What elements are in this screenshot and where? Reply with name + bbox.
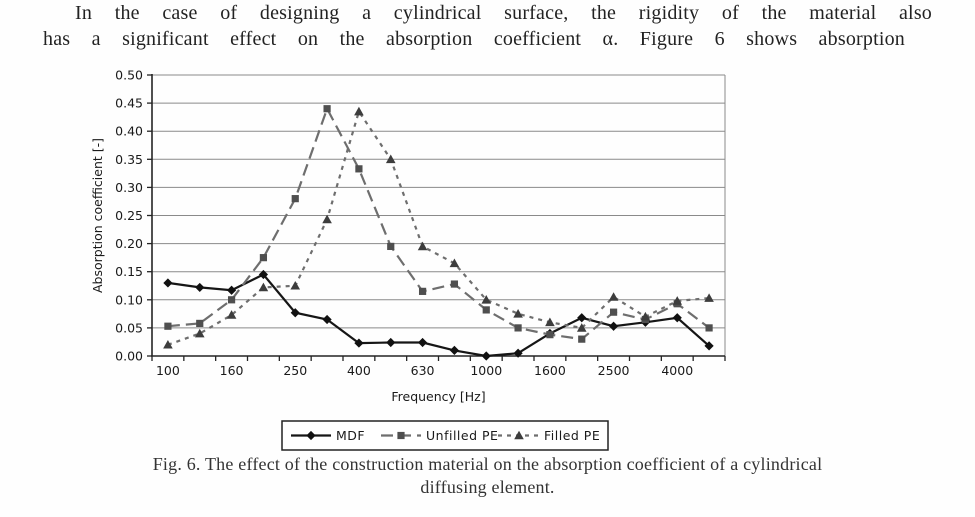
y-tick-label: 0.15: [115, 264, 143, 279]
triangle-marker: [481, 295, 492, 304]
triangle-marker: [514, 430, 524, 440]
diamond-marker: [672, 313, 682, 323]
triangle-marker: [322, 214, 332, 224]
diamond-marker: [417, 337, 428, 348]
triangle-marker: [163, 339, 173, 349]
legend: MDF Unfilled PE Filled PE: [281, 420, 609, 451]
square-marker: [355, 165, 363, 173]
triangle-marker: [385, 154, 396, 164]
square-marker: [609, 308, 618, 316]
square-marker: [514, 324, 522, 332]
diamond-marker: [322, 314, 332, 325]
x-tick-label: 1600: [534, 363, 566, 378]
legend-item-mdf: MDF: [291, 428, 365, 443]
paragraph-line-1: In the case of designing a cylindrical s…: [75, 2, 932, 24]
paragraph: In the case of designing a cylindrical s…: [43, 0, 932, 52]
triangle-marker: [417, 241, 428, 251]
diamond-marker: [449, 345, 460, 355]
series-line: [167, 108, 710, 346]
triangle-marker: [449, 258, 460, 268]
y-tick-label: 0.30: [115, 180, 143, 195]
y-tick-label: 0.45: [115, 96, 143, 111]
x-tick-label: 100: [156, 363, 180, 378]
legend-item-unfilled-pe: Unfilled PE: [381, 428, 498, 443]
paragraph-line-2: has a significant effect on the absorpti…: [43, 28, 905, 50]
square-marker: [196, 319, 204, 328]
square-marker: [387, 242, 395, 251]
x-tick-label: 160: [220, 363, 244, 378]
axis-ticks: [147, 74, 726, 361]
series-unfilled-pe: [164, 105, 713, 343]
absorption-line-chart: 0.00 0.05 0.10 0.15 0.20 0.25 0.30 0.35 0.40 0.45…: [90, 68, 726, 451]
square-marker: [578, 335, 586, 343]
diamond-marker: [306, 430, 316, 441]
x-tick-label: 4000: [661, 363, 693, 378]
y-tick-label: 0.35: [115, 152, 143, 167]
triangle-marker: [704, 293, 714, 302]
triangle-marker: [258, 282, 269, 292]
y-axis-title: Absorption coefficient [-]: [90, 138, 105, 293]
x-tick-label: 400: [347, 363, 371, 378]
square-marker: [482, 306, 490, 314]
figure-caption-line-1: Fig. 6. The effect of the construction m…: [152, 454, 823, 474]
figure-caption-line-2: diffusing element.: [420, 477, 555, 497]
x-tick-label: 630: [411, 363, 435, 378]
diamond-marker: [226, 285, 237, 295]
square-marker: [323, 105, 331, 113]
triangle-marker: [194, 328, 205, 338]
y-tick-labels: 0.00 0.05 0.10 0.15 0.20 0.25 0.30 0.35 0.40 0.45…: [115, 68, 143, 364]
triangle-marker: [576, 323, 587, 332]
square-marker: [291, 195, 299, 203]
square-marker: [397, 431, 405, 440]
triangle-marker: [354, 106, 364, 116]
y-tick-label: 0.25: [115, 208, 143, 223]
square-marker: [705, 324, 713, 332]
legend-item-filled-pe: Filled PE: [498, 428, 600, 443]
y-tick-label: 0.40: [115, 124, 143, 139]
diamond-marker: [577, 313, 587, 323]
square-marker: [418, 287, 427, 295]
diamond-marker: [290, 308, 300, 318]
triangle-marker: [290, 280, 301, 290]
series-filled-pe: [163, 106, 714, 349]
legend-label: MDF: [336, 428, 365, 443]
x-tick-label: 2500: [598, 363, 630, 378]
y-tick-label: 0.50: [115, 68, 143, 83]
triangle-marker: [545, 317, 555, 327]
square-marker: [164, 322, 172, 330]
figure-6-chart: 0.00 0.05 0.10 0.15 0.20 0.25 0.30 0.35 0.40 0.45…: [88, 60, 748, 458]
square-marker: [450, 280, 459, 288]
diamond-marker: [163, 278, 173, 288]
legend-label: Unfilled PE: [426, 428, 498, 443]
x-axis-title: Frequency [Hz]: [391, 389, 485, 404]
y-tick-label: 0.05: [115, 320, 143, 335]
x-tick-labels: 100 160 250 400 630 1000 1600 2500 4000: [156, 363, 693, 378]
series-line: [167, 105, 710, 341]
triangle-marker: [608, 292, 619, 301]
triangle-marker: [640, 311, 651, 321]
x-tick-label: 1000: [470, 363, 502, 378]
y-tick-label: 0.20: [115, 236, 143, 251]
diamond-marker: [513, 348, 523, 358]
figure-caption: Fig. 6. The effect of the construction m…: [0, 453, 975, 499]
triangle-marker: [226, 310, 237, 319]
y-tick-label: 0.10: [115, 292, 143, 307]
triangle-marker: [672, 296, 683, 305]
square-marker: [227, 296, 236, 304]
diamond-marker: [354, 338, 364, 348]
y-tick-label: 0.00: [115, 349, 143, 364]
diamond-marker: [608, 321, 619, 331]
legend-box: [281, 420, 609, 451]
square-marker: [546, 331, 554, 339]
series-line: [167, 273, 710, 358]
diamond-marker: [481, 351, 491, 361]
diamond-marker: [386, 337, 396, 348]
diamond-marker: [704, 341, 714, 351]
diamond-marker: [195, 282, 205, 293]
legend-label: Filled PE: [544, 428, 600, 443]
square-marker: [259, 254, 268, 262]
x-tick-label: 250: [283, 363, 307, 378]
triangle-marker: [513, 309, 523, 318]
